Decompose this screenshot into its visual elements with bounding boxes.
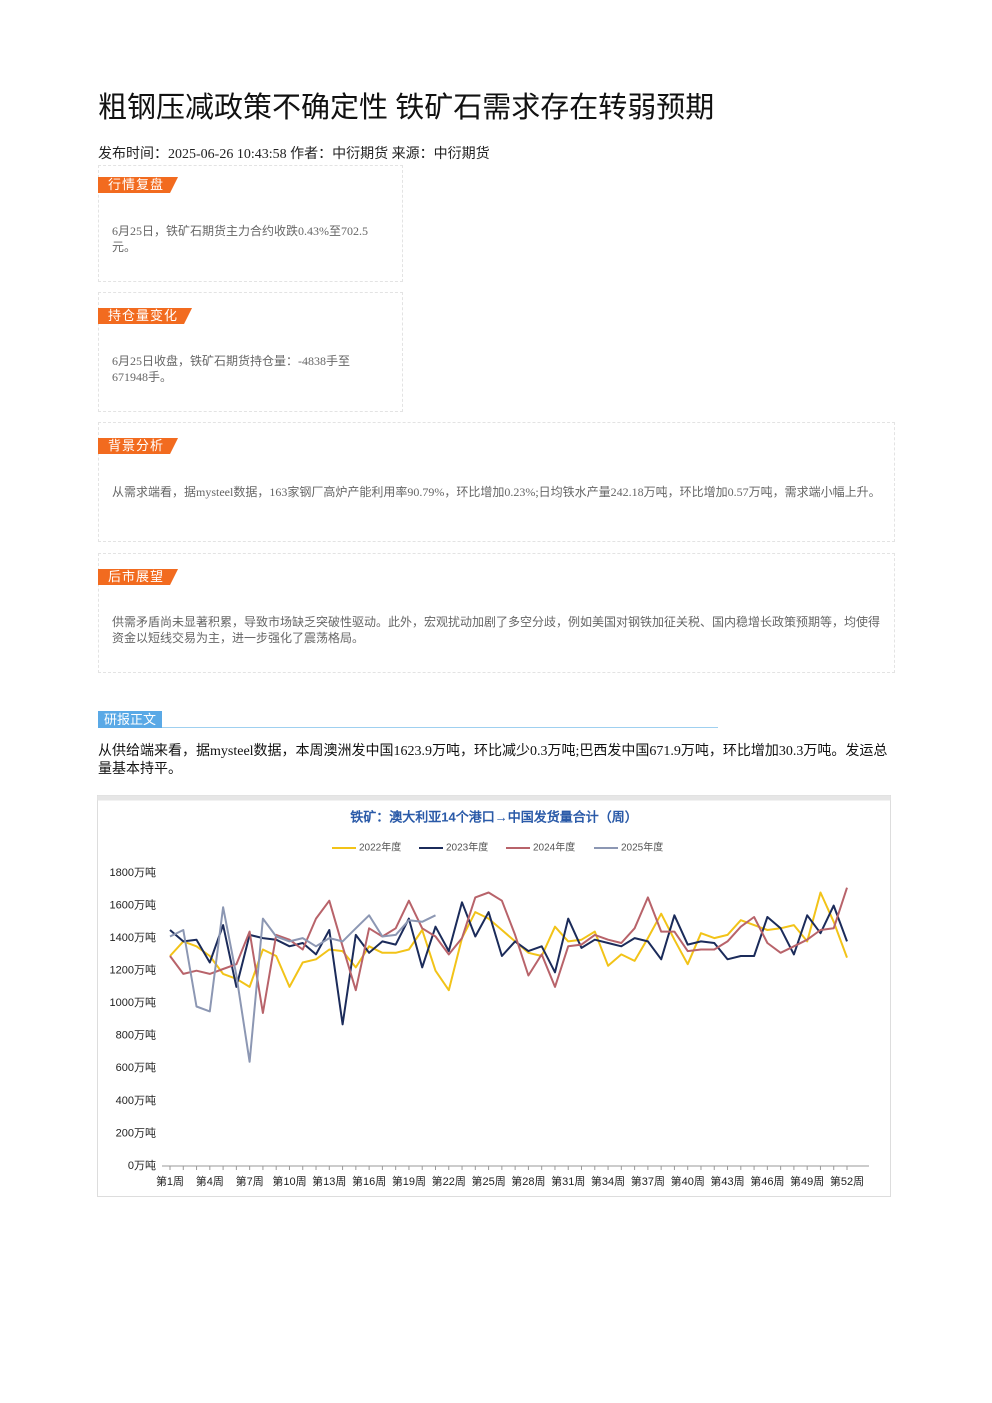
series-line bbox=[169, 901, 848, 1026]
x-tick-label: 第31周 bbox=[551, 1174, 585, 1188]
x-tick-label: 第49周 bbox=[790, 1174, 824, 1188]
title: 粗钢压减政策不确定性 铁矿石需求存在转弱预期 bbox=[98, 92, 715, 124]
section-box bbox=[98, 422, 895, 542]
y-tick-label: 800万吨 bbox=[116, 1029, 156, 1042]
x-tick-label: 第16周 bbox=[352, 1174, 386, 1188]
x-tick-label: 第7周 bbox=[236, 1174, 264, 1188]
series-line bbox=[169, 887, 848, 1014]
section-text: 供需矛盾尚未显著积累，导致市场缺乏突破性驱动。此外，宏观扰动加剧了多空分歧，例如… bbox=[112, 615, 881, 645]
series-line bbox=[169, 906, 436, 1063]
section-box bbox=[98, 165, 403, 282]
report-text: 从供给端来看，据mysteel数据，本周澳洲发中国1623.9万吨，环比减少0.… bbox=[98, 744, 888, 777]
legend-label: 2022年度 bbox=[359, 841, 401, 854]
x-tick-label: 第1周 bbox=[156, 1174, 184, 1188]
y-tick-label: 0万吨 bbox=[128, 1159, 156, 1172]
y-tick-label: 600万吨 bbox=[116, 1061, 156, 1074]
section-text: 从需求端看，据mysteel数据，163家钢厂高炉产能利用率90.79%，环比增… bbox=[112, 485, 881, 499]
x-tick-label: 第52周 bbox=[830, 1174, 864, 1188]
x-tick-label: 第19周 bbox=[392, 1174, 426, 1188]
section-heading: 后市展望 bbox=[98, 569, 178, 585]
y-tick-label: 1000万吨 bbox=[110, 996, 156, 1009]
x-tick-label: 第22周 bbox=[432, 1174, 466, 1188]
section-heading: 背景分析 bbox=[98, 438, 178, 454]
x-tick-label: 第37周 bbox=[631, 1174, 665, 1188]
x-tick-label: 第4周 bbox=[196, 1174, 224, 1188]
chart-topbar bbox=[97, 795, 891, 801]
x-tick-label: 第10周 bbox=[272, 1174, 306, 1188]
y-tick-label: 1400万吨 bbox=[110, 931, 156, 944]
x-tick-label: 第28周 bbox=[511, 1174, 545, 1188]
y-tick-label: 400万吨 bbox=[116, 1094, 156, 1107]
x-tick-label: 第25周 bbox=[471, 1174, 505, 1188]
chart-frame bbox=[97, 795, 891, 1197]
y-tick-label: 1800万吨 bbox=[110, 866, 156, 879]
section-box bbox=[98, 553, 895, 673]
x-tick-label: 第40周 bbox=[671, 1174, 705, 1188]
chart: 铁矿：澳大利亚14个港口→中国发货量合计（周） 0万吨 200万吨 400万吨 600… bbox=[97, 795, 891, 1197]
x-tick-label: 第46周 bbox=[750, 1174, 784, 1188]
legend-label: 2024年度 bbox=[533, 841, 575, 854]
y-tick-label: 200万吨 bbox=[116, 1126, 156, 1139]
y-tick-label: 1600万吨 bbox=[110, 898, 156, 911]
x-tick-label: 第34周 bbox=[591, 1174, 625, 1188]
section-heading: 持仓量变化 bbox=[98, 308, 192, 324]
x-tick-label: 第43周 bbox=[710, 1174, 744, 1188]
chart-title: 铁矿：澳大利亚14个港口→中国发货量合计（周） bbox=[349, 809, 637, 824]
series-line bbox=[169, 891, 848, 992]
section-heading: 行情复盘 bbox=[98, 177, 178, 193]
x-tick-label: 第13周 bbox=[312, 1174, 346, 1188]
section-text: 6月25日收盘，铁矿石期货持仓量：-4838手至671948手。 bbox=[112, 354, 350, 384]
meta: 发布时间：2025-06-26 10:43:58 作者：中衍期货 来源：中衍期货 bbox=[98, 147, 490, 162]
section-box bbox=[98, 292, 403, 412]
divider bbox=[98, 727, 718, 728]
legend-label: 2025年度 bbox=[621, 841, 663, 854]
legend-label: 2023年度 bbox=[446, 841, 488, 854]
y-tick-label: 1200万吨 bbox=[110, 964, 156, 977]
report-heading: 研报正文 bbox=[98, 711, 163, 728]
section-text: 6月25日，铁矿石期货主力合约收跌0.43%至702.5元。 bbox=[112, 224, 368, 254]
